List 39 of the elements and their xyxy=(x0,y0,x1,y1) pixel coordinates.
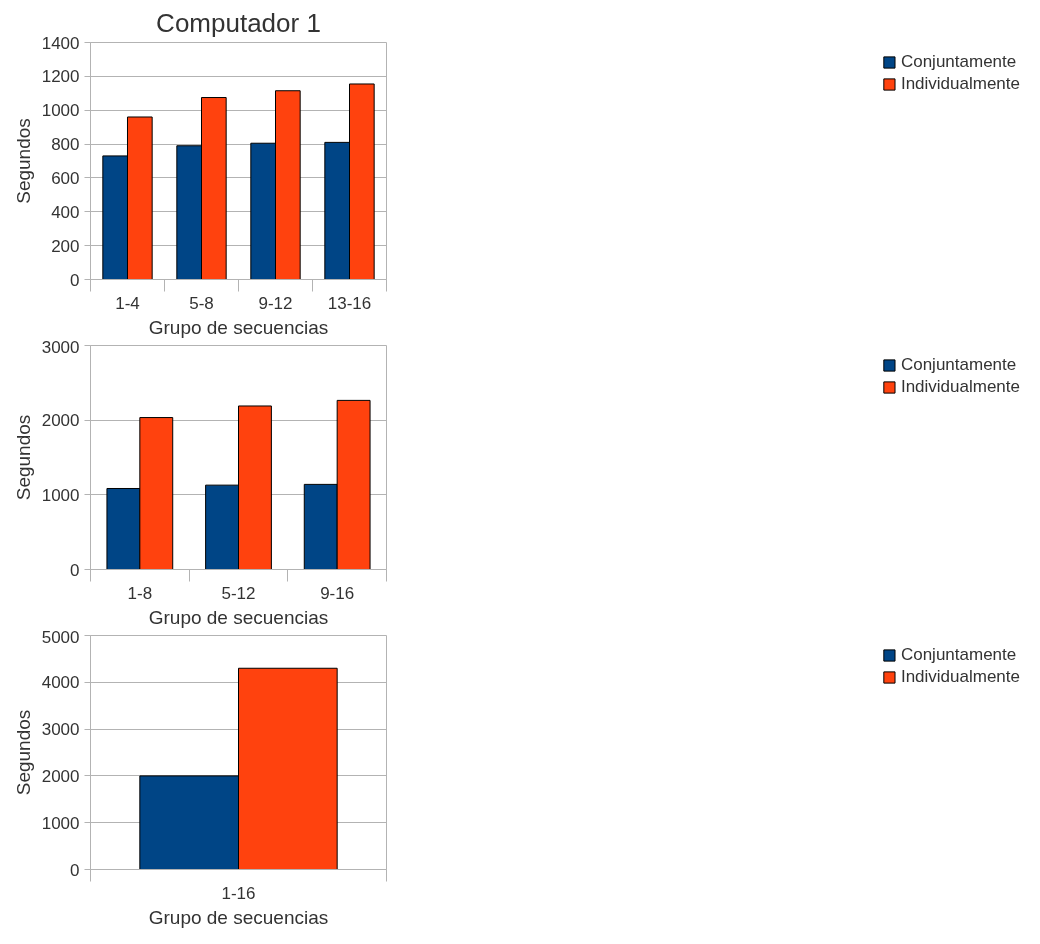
y-tick-label: 5000 xyxy=(41,627,80,647)
x-tick-label: 1-4 xyxy=(115,293,140,313)
y-tick-label: 1000 xyxy=(41,485,80,505)
x-tick-label: 13-16 xyxy=(327,293,372,313)
y-tick-label: 3000 xyxy=(41,720,80,740)
y-tick-label: 800 xyxy=(51,135,80,155)
y-axis-title: Segundos xyxy=(12,118,34,204)
x-tick-label: 5-12 xyxy=(221,583,256,603)
y-tick-label: 0 xyxy=(70,860,80,880)
y-tick-label: 600 xyxy=(51,168,80,188)
y-tick-label: 1000 xyxy=(41,101,80,121)
legend-label: Individualmente xyxy=(900,74,1020,94)
x-tick-label: 1-16 xyxy=(221,883,256,903)
legend-label: Individualmente xyxy=(900,667,1020,687)
x-tick-label: 9-16 xyxy=(320,583,355,603)
x-axis-title: Grupo de secuencias xyxy=(148,906,329,928)
y-axis-title: Segundos xyxy=(12,414,34,501)
x-axis-title: Grupo de secuencias xyxy=(148,316,329,338)
chart-title: Computador 1 xyxy=(156,7,321,38)
x-tick-label: 5-8 xyxy=(189,293,214,313)
x-tick-label: 9-12 xyxy=(258,293,293,313)
y-axis-title: Segundos xyxy=(12,709,34,796)
legend-label: Individualmente xyxy=(900,377,1020,397)
y-tick-label: 1400 xyxy=(41,33,80,53)
legend-label: Conjuntamente xyxy=(900,52,1017,72)
legend-label: Conjuntamente xyxy=(900,645,1017,665)
y-tick-label: 4000 xyxy=(41,673,80,693)
x-tick-label: 1-8 xyxy=(127,583,153,603)
x-axis-title: Grupo de secuencias xyxy=(148,606,329,628)
y-tick-label: 2000 xyxy=(41,411,80,431)
y-tick-label: 200 xyxy=(51,236,80,256)
y-tick-label: 400 xyxy=(51,202,80,222)
y-tick-label: 3000 xyxy=(41,337,80,357)
y-tick-label: 0 xyxy=(70,560,80,580)
y-tick-label: 1200 xyxy=(41,67,80,87)
legend-label: Conjuntamente xyxy=(900,355,1017,375)
y-tick-label: 0 xyxy=(70,270,80,290)
y-tick-label: 1000 xyxy=(41,813,80,833)
y-tick-label: 2000 xyxy=(41,766,80,786)
